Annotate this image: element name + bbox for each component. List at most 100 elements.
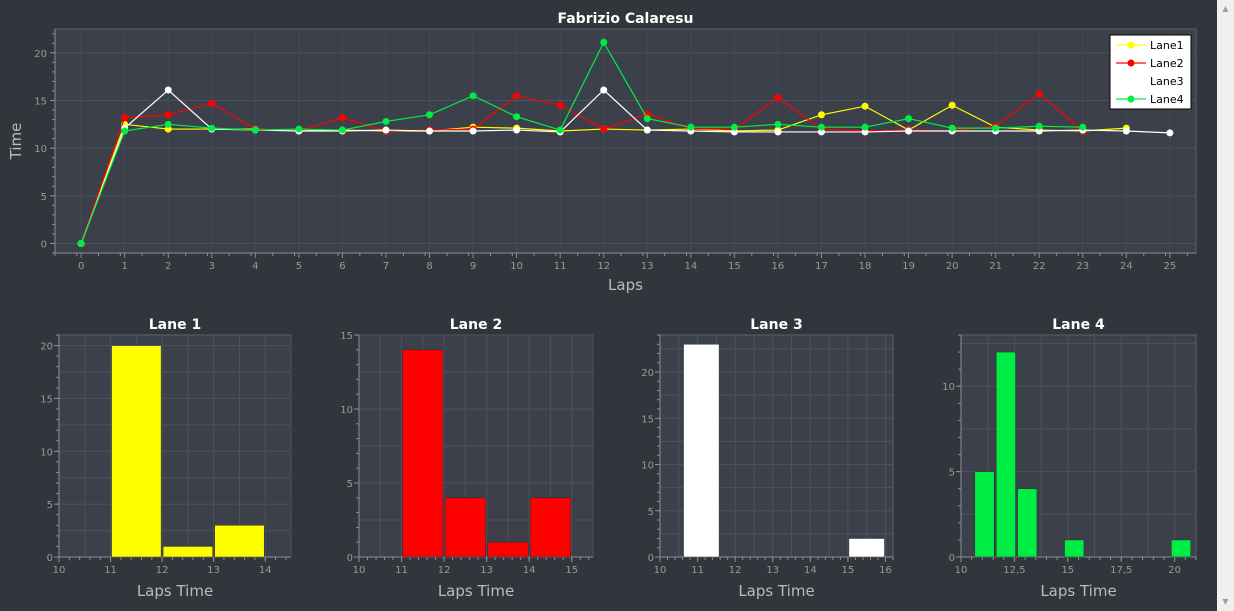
chart0-point-lane4 [687, 123, 695, 131]
chart3-x-tick-label: 13 [766, 565, 779, 576]
chart2-x-tick-label: 13 [480, 565, 493, 576]
chart0-y-tick-label: 15 [34, 96, 47, 107]
chart0-y-tick-label: 20 [34, 49, 47, 60]
chart0-point-lane4 [121, 127, 129, 135]
chart1-y-tick-label: 5 [47, 500, 53, 511]
chart4-x-tick-label: 12,5 [1003, 565, 1025, 576]
chart2-x-tick-label: 15 [565, 565, 578, 576]
chart3-x-tick-label: 11 [691, 565, 704, 576]
chart0-x-tick-label: 19 [902, 261, 915, 272]
chart3-x-tick-label: 10 [654, 565, 667, 576]
legend-marker-lane1 [1127, 41, 1135, 49]
legend-label-lane2: Lane2 [1150, 57, 1184, 70]
chart0-point-lane4 [774, 120, 782, 128]
legend-marker-lane4 [1127, 95, 1135, 103]
chart4-x-tick-label: 20 [1168, 565, 1181, 576]
chart0-x-tick-label: 7 [383, 261, 389, 272]
chart1-x-tick-label: 11 [104, 565, 117, 576]
chart0-x-tick-label: 6 [339, 261, 345, 272]
chart0-point-lane4 [469, 92, 477, 100]
vertical-scrollbar[interactable]: ▲ ▼ [1217, 0, 1234, 611]
chart1-y-tick-label: 20 [40, 342, 53, 353]
scroll-up-arrow-icon[interactable]: ▲ [1222, 4, 1229, 13]
chart0-x-tick-label: 15 [728, 261, 741, 272]
legend-box [1109, 34, 1192, 110]
chart0-point-lane1 [948, 101, 956, 109]
chart4-y-tick-label: 5 [949, 468, 955, 479]
scroll-down-arrow-icon[interactable]: ▼ [1222, 597, 1229, 606]
chart2-bar [487, 541, 529, 558]
legend-marker-lane2 [1127, 59, 1135, 67]
chart0-y-axis-label: Time [7, 123, 25, 161]
chart0-y-tick-label: 10 [34, 144, 47, 155]
chart0-point-lane1 [817, 111, 825, 119]
chart3-y-tick-label: 15 [641, 414, 654, 425]
chart0-x-tick-label: 18 [859, 261, 872, 272]
chart0-point-lane3 [469, 127, 477, 135]
chart0-x-tick-label: 4 [252, 261, 258, 272]
chart0-point-lane2 [600, 125, 608, 133]
chart0-point-lane3 [1122, 127, 1130, 135]
chart0-point-lane4 [817, 123, 825, 131]
chart1-title: Lane 1 [149, 317, 201, 333]
chart0-point-lane2 [121, 114, 129, 122]
chart0-series-line-lane4 [80, 41, 1083, 244]
chart3-x-tick-label: 15 [842, 565, 855, 576]
chart0-point-lane3 [426, 127, 434, 135]
chart2-y-tick-label: 10 [340, 405, 353, 416]
chart4-title: Lane 4 [1052, 317, 1105, 333]
chart0-x-tick-label: 22 [1033, 261, 1046, 272]
chart2-x-tick-label: 10 [353, 565, 366, 576]
chart0-point-lane4 [948, 124, 956, 132]
chart0-point-lane3 [643, 126, 651, 134]
chart0-point-lane2 [774, 94, 782, 102]
chart0-x-tick-label: 13 [641, 261, 654, 272]
legend-label-lane3: Lane3 [1150, 75, 1184, 88]
chart0-point-lane2 [513, 92, 521, 100]
chart0-x-tick-label: 11 [554, 261, 567, 272]
chart1-x-tick-label: 14 [259, 565, 272, 576]
chart0-point-lane4 [251, 126, 259, 134]
chart0-point-lane2 [208, 99, 216, 107]
chart4-bar [1017, 488, 1038, 558]
chart3-y-tick-label: 20 [641, 368, 654, 379]
chart2-x-tick-label: 11 [395, 565, 408, 576]
chart3-title: Lane 3 [750, 317, 802, 333]
chart0-x-tick-label: 10 [510, 261, 523, 272]
chart0-point-lane4 [295, 125, 303, 133]
chart3-x-axis-label: Laps Time [738, 582, 814, 600]
chart0-x-tick-label: 9 [470, 261, 476, 272]
chart0-point-lane4 [1035, 122, 1043, 130]
chart0-x-tick-label: 23 [1076, 261, 1089, 272]
chart0-point-lane2 [1035, 90, 1043, 98]
chart1-y-tick-label: 10 [40, 447, 53, 458]
chart4-bar [1064, 539, 1085, 558]
chart0-x-tick-label: 25 [1164, 261, 1177, 272]
chart0-point-lane4 [77, 239, 85, 247]
chart1-x-tick-label: 12 [156, 565, 169, 576]
chart3-y-tick-label: 0 [648, 553, 654, 564]
legend-marker-lane3 [1127, 77, 1135, 85]
chart0-x-tick-label: 16 [772, 261, 785, 272]
chart0-point-lane4 [164, 120, 172, 128]
chart3-y-tick-label: 10 [641, 461, 654, 472]
chart0-x-tick-label: 17 [815, 261, 828, 272]
chart1-y-tick-label: 15 [40, 394, 53, 405]
chart0-point-lane4 [382, 117, 390, 125]
chart1-x-axis-label: Laps Time [137, 582, 213, 600]
chart0-point-lane2 [164, 111, 172, 119]
chart3-bar [683, 344, 720, 558]
chart0-point-lane4 [905, 115, 913, 123]
chart3-x-tick-label: 14 [804, 565, 817, 576]
chart4-y-tick-label: 0 [949, 553, 955, 564]
chart0-x-tick-label: 20 [946, 261, 959, 272]
chart2-y-tick-label: 5 [347, 479, 353, 490]
chart0-point-lane4 [208, 124, 216, 132]
chart0-point-lane4 [992, 124, 1000, 132]
chart0-point-lane4 [600, 38, 608, 46]
chart0-point-lane4 [1079, 123, 1087, 131]
chart1-bar [214, 525, 265, 558]
chart0-x-axis-label: Laps [608, 276, 643, 294]
chart0-x-tick-label: 8 [426, 261, 432, 272]
chart0-x-tick-label: 14 [684, 261, 697, 272]
